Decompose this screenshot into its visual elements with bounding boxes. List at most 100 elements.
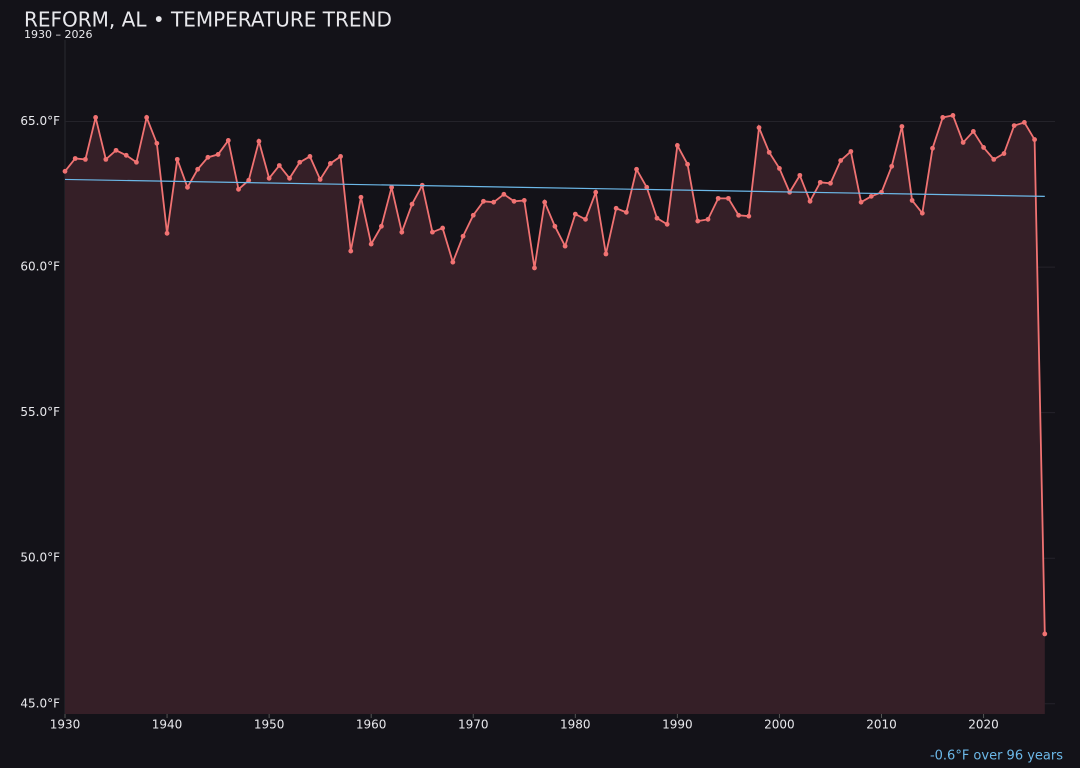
point	[93, 115, 99, 120]
point	[521, 198, 527, 203]
point	[797, 172, 803, 178]
point	[960, 140, 966, 145]
point	[389, 184, 394, 190]
point	[134, 159, 139, 165]
y-tick-label: 55.0°F	[20, 405, 60, 419]
point	[358, 194, 364, 200]
point	[726, 195, 731, 201]
point	[644, 184, 650, 190]
point	[123, 152, 129, 158]
point	[1042, 631, 1048, 637]
x-tick-label: 1940	[152, 718, 183, 732]
chart-title: REFORM, AL • TEMPERATURE TREND	[24, 8, 392, 32]
point	[593, 189, 599, 195]
point	[715, 195, 721, 201]
point	[838, 158, 844, 163]
point	[848, 149, 854, 154]
point	[338, 154, 343, 159]
point	[409, 201, 415, 207]
point	[930, 145, 935, 151]
point	[868, 193, 874, 199]
point	[766, 149, 772, 155]
point	[532, 265, 537, 271]
x-tick-label: 2020	[968, 718, 999, 732]
point	[378, 223, 384, 229]
point	[144, 115, 150, 120]
point	[154, 140, 160, 146]
point	[817, 179, 823, 185]
point	[225, 138, 231, 143]
point	[991, 156, 997, 162]
point	[919, 210, 925, 216]
x-tick-label: 1950	[254, 718, 285, 732]
point	[889, 163, 895, 169]
point	[72, 156, 78, 161]
point	[705, 216, 711, 222]
point	[1011, 123, 1017, 128]
point	[103, 156, 109, 162]
point	[185, 184, 190, 190]
point	[348, 248, 354, 254]
point	[695, 218, 701, 224]
point	[511, 198, 517, 204]
point	[297, 159, 303, 165]
point	[1021, 119, 1027, 125]
point	[552, 223, 558, 229]
point	[276, 163, 282, 168]
point	[236, 186, 241, 192]
y-tick-label: 65.0°F	[20, 114, 60, 128]
point	[603, 251, 609, 257]
point	[981, 145, 986, 150]
point	[572, 211, 578, 217]
area	[65, 115, 1045, 714]
point	[164, 230, 170, 236]
point	[266, 175, 272, 181]
point	[317, 177, 323, 182]
x-tick-label: 2000	[764, 718, 795, 732]
point	[654, 215, 660, 221]
point	[368, 241, 374, 247]
point	[583, 216, 588, 222]
point	[215, 152, 221, 157]
x-tick-label: 2010	[866, 718, 897, 732]
point	[634, 166, 639, 172]
point	[440, 225, 446, 231]
point	[491, 199, 497, 205]
point	[623, 209, 629, 215]
point	[450, 259, 456, 265]
y-tick-label: 50.0°F	[20, 551, 60, 565]
point	[777, 165, 782, 171]
point	[940, 115, 946, 120]
point	[756, 125, 762, 131]
point	[1001, 151, 1007, 156]
point	[256, 138, 262, 144]
point	[674, 142, 680, 148]
point	[307, 154, 313, 159]
y-tick-label: 60.0°F	[20, 260, 60, 274]
point	[562, 243, 568, 249]
point	[1032, 137, 1037, 142]
trend-line	[64, 178, 1045, 197]
point	[664, 221, 670, 227]
point	[950, 113, 956, 118]
x-tick-label: 1980	[560, 718, 591, 732]
point	[970, 129, 976, 134]
point	[899, 124, 905, 129]
point	[195, 166, 201, 172]
point	[460, 233, 466, 239]
point	[858, 199, 864, 205]
point	[828, 180, 833, 186]
point	[807, 198, 813, 204]
point	[470, 212, 476, 218]
point	[399, 229, 405, 235]
point	[613, 205, 619, 211]
point	[685, 161, 690, 167]
trend-annotation: -0.6°F over 96 years	[930, 749, 1063, 764]
x-tick-label: 1970	[458, 718, 489, 732]
point	[736, 212, 742, 218]
point	[174, 156, 180, 162]
point	[246, 177, 252, 183]
point	[481, 198, 486, 204]
